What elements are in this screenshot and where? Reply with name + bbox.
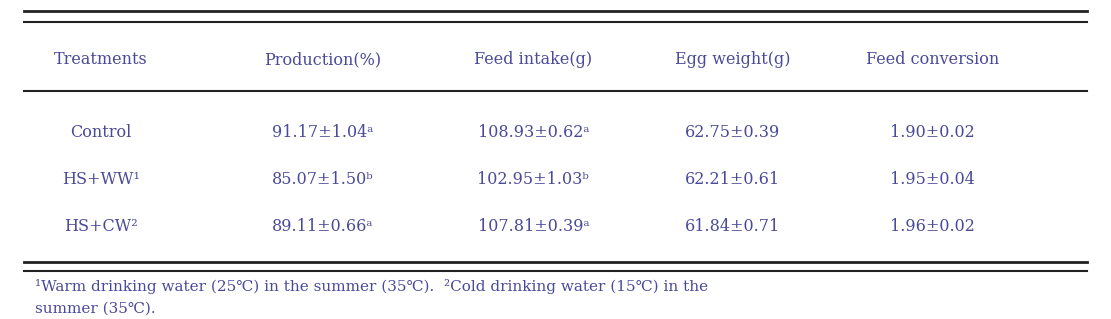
Text: Egg weight(g): Egg weight(g) — [675, 51, 791, 68]
Text: 85.07±1.50ᵇ: 85.07±1.50ᵇ — [272, 171, 373, 188]
Text: 107.81±0.39ᵃ: 107.81±0.39ᵃ — [478, 219, 589, 235]
Text: 108.93±0.62ᵃ: 108.93±0.62ᵃ — [478, 124, 589, 141]
Text: 61.84±0.71: 61.84±0.71 — [685, 219, 780, 235]
Text: 89.11±0.66ᵃ: 89.11±0.66ᵃ — [272, 219, 373, 235]
Text: summer (35℃).: summer (35℃). — [34, 302, 156, 316]
Text: HS+CW²: HS+CW² — [64, 219, 138, 235]
Text: Production(%): Production(%) — [264, 51, 381, 68]
Text: 1.96±0.02: 1.96±0.02 — [890, 219, 974, 235]
Text: HS+WW¹: HS+WW¹ — [62, 171, 140, 188]
Text: 62.75±0.39: 62.75±0.39 — [685, 124, 780, 141]
Text: 91.17±1.04ᵃ: 91.17±1.04ᵃ — [272, 124, 373, 141]
Text: Treatments: Treatments — [54, 51, 148, 68]
Text: ¹Warm drinking water (25℃) in the summer (35℃).  ²Cold drinking water (15℃) in t: ¹Warm drinking water (25℃) in the summer… — [34, 279, 708, 294]
Text: 62.21±0.61: 62.21±0.61 — [685, 171, 780, 188]
Text: Feed conversion: Feed conversion — [865, 51, 999, 68]
Text: 1.95±0.04: 1.95±0.04 — [890, 171, 974, 188]
Text: Feed intake(g): Feed intake(g) — [474, 51, 592, 68]
Text: 1.90±0.02: 1.90±0.02 — [890, 124, 974, 141]
Text: Control: Control — [70, 124, 132, 141]
Text: 102.95±1.03ᵇ: 102.95±1.03ᵇ — [478, 171, 589, 188]
